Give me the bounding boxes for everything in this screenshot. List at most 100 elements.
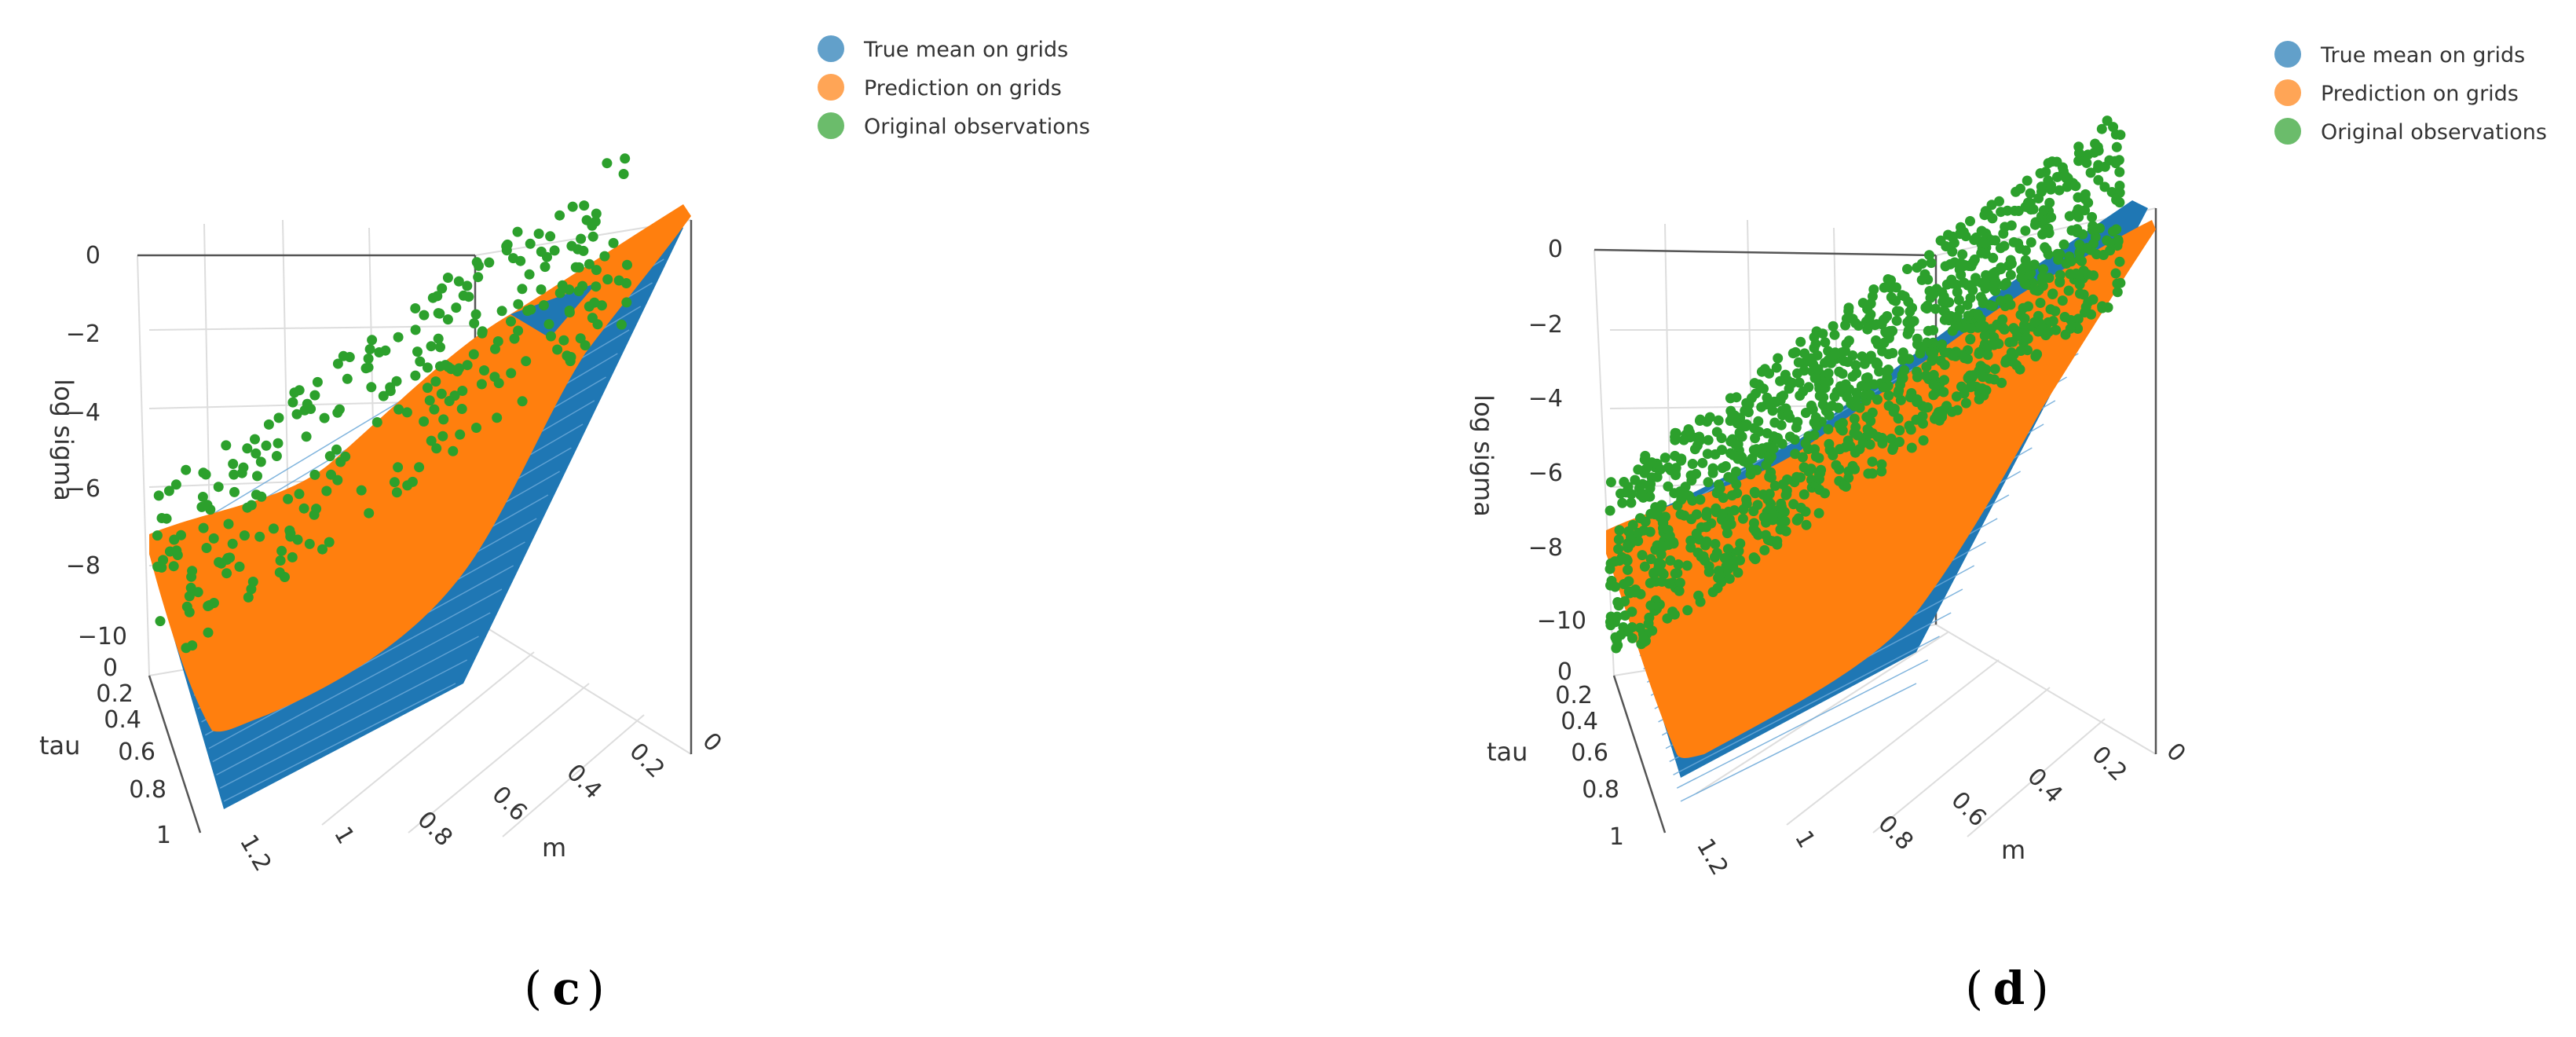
observation-point: [462, 280, 473, 291]
observation-point: [1891, 315, 1902, 326]
tau-axis-ticks: 0 0.2 0.4 0.6 0.8 1 tau: [39, 654, 171, 849]
observation-point: [1668, 537, 1678, 548]
observation-point: [1685, 535, 1696, 546]
observation-point: [1710, 449, 1721, 460]
observation-point: [587, 220, 598, 231]
observation-point: [1928, 324, 1939, 335]
z-tick-2: −4: [1528, 385, 1563, 412]
observation-point: [234, 561, 245, 572]
observation-point: [1614, 555, 1625, 566]
observation-point: [1988, 268, 1999, 279]
observation-point: [238, 462, 249, 473]
legend-item-observations[interactable]: Original observations: [818, 112, 1090, 139]
tau-tick-5: 1: [1609, 823, 1624, 851]
m-axis-title: m: [542, 833, 566, 863]
observation-point: [254, 531, 265, 542]
observation-point: [1790, 346, 1801, 357]
observation-point: [1867, 291, 1878, 302]
observation-point: [1702, 449, 1713, 460]
observation-point: [2003, 294, 2014, 305]
observation-point: [513, 325, 524, 336]
observation-point: [1649, 509, 1660, 520]
observation-point: [1957, 249, 1968, 260]
observation-point: [1605, 477, 1616, 488]
observation-point: [521, 356, 532, 367]
observation-point: [2070, 181, 2081, 192]
observation-point: [1656, 549, 1667, 560]
legend: True mean on grids Prediction on grids O…: [818, 35, 1090, 139]
observation-point: [203, 627, 214, 638]
observation-point: [2019, 313, 2030, 324]
observation-point: [2022, 175, 2033, 186]
observation-point: [1798, 489, 1809, 500]
observation-point: [1834, 420, 1845, 431]
observation-point: [1912, 262, 1923, 273]
observation-point: [1683, 424, 1694, 434]
observation-point: [412, 346, 423, 357]
observation-point: [444, 396, 455, 406]
observation-point: [208, 533, 219, 544]
observation-point: [2006, 347, 2017, 358]
legend-item-true-mean[interactable]: True mean on grids: [2274, 41, 2525, 68]
observation-point: [1849, 413, 1860, 424]
legend-item-observations[interactable]: Original observations: [2274, 118, 2547, 145]
observation-point: [2073, 141, 2084, 152]
observation-point: [152, 530, 163, 541]
observation-point: [391, 376, 402, 387]
observation-point: [2044, 326, 2055, 337]
observation-point: [1904, 354, 1915, 365]
observation-point: [393, 404, 404, 415]
observation-point: [1613, 600, 1624, 611]
observation-point: [2078, 289, 2089, 300]
observation-point: [1719, 553, 1730, 563]
svg-text:): ): [587, 962, 605, 1015]
panel-c: True mean on grids Prediction on grids O…: [39, 35, 1090, 1015]
observation-point: [1613, 534, 1624, 545]
observation-point: [1760, 529, 1771, 540]
observation-point: [1656, 500, 1667, 511]
observation-point: [508, 253, 518, 264]
observation-point: [360, 363, 371, 374]
observation-point: [1978, 295, 1989, 306]
observation-point: [1890, 295, 1901, 306]
observation-point: [1619, 477, 1630, 487]
observation-point: [324, 451, 335, 462]
observation-point: [1905, 424, 1916, 435]
observation-point: [1800, 408, 1811, 418]
legend-item-true-mean[interactable]: True mean on grids: [818, 35, 1068, 62]
z-axis-title: log sigma: [1469, 394, 1498, 517]
observation-point: [171, 545, 182, 556]
observation-point: [525, 238, 536, 249]
legend-item-prediction[interactable]: Prediction on grids: [2274, 79, 2519, 106]
legend-item-prediction[interactable]: Prediction on grids: [818, 74, 1062, 101]
observation-point: [438, 414, 449, 425]
observation-point: [608, 237, 619, 248]
observation-point: [1658, 569, 1669, 580]
observation-point: [1930, 303, 1941, 314]
observation-point: [557, 280, 568, 291]
observation-point: [415, 356, 426, 367]
observation-point: [1795, 336, 1806, 347]
observation-point: [1670, 463, 1681, 474]
observation-point: [1872, 394, 1883, 405]
m-tick-6: 0: [697, 727, 726, 757]
observation-point: [1693, 590, 1704, 601]
observation-point: [1769, 417, 1780, 428]
observation-point: [1795, 390, 1806, 401]
observation-point: [490, 343, 500, 354]
observation-point: [1959, 353, 1970, 364]
observation-point: [1824, 438, 1835, 449]
observation-point: [1912, 395, 1923, 406]
legend-label-prediction: Prediction on grids: [864, 76, 1062, 101]
observation-point: [457, 386, 468, 396]
observation-point: [1757, 443, 1768, 454]
observation-point: [1965, 292, 1976, 303]
observation-point: [1813, 364, 1824, 375]
observation-point: [1871, 359, 1882, 370]
observation-point: [1619, 610, 1630, 621]
observation-point: [2113, 236, 2124, 247]
observation-point: [309, 469, 320, 480]
observation-point: [2111, 141, 2122, 152]
observation-point: [332, 358, 343, 369]
